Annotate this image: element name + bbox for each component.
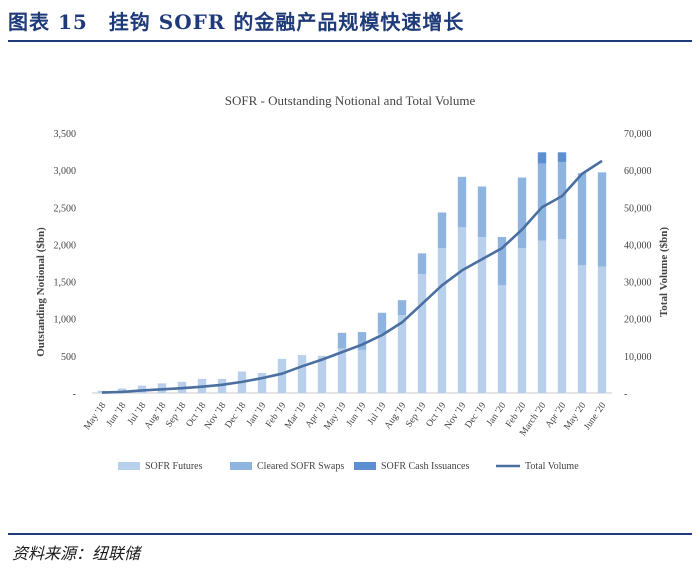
- bar-segment-sofr-futures: [317, 355, 327, 393]
- bars-group: [97, 152, 607, 393]
- bar-segment-sofr-futures: [357, 349, 367, 393]
- y-axis-ticks: 3,500 3,000 2,500 2,000 1,500 1,000 500 -: [54, 129, 77, 400]
- y2-tick-label: 70,000: [624, 129, 652, 140]
- bar-segment-cleared-sofr-swaps: [457, 176, 467, 228]
- y-tick-label: 1,000: [54, 315, 77, 326]
- source-note: 资料来源：纽联储: [12, 544, 141, 563]
- y2-tick-label: 30,000: [624, 278, 652, 289]
- y-tick-label: 2,500: [54, 203, 77, 214]
- bar-segment-sofr-futures: [577, 265, 587, 393]
- bar-segment-sofr-cash-issuances: [537, 152, 547, 164]
- legend-label: SOFR Futures: [145, 461, 203, 472]
- bar-segment-cleared-sofr-swaps: [377, 312, 387, 334]
- bar-segment-sofr-futures: [477, 237, 487, 393]
- y2-tick-label: 50,000: [624, 203, 652, 214]
- y2-tick-label: 10,000: [624, 352, 652, 363]
- bar-segment-cleared-sofr-swaps: [397, 300, 407, 315]
- bar-segment-sofr-futures: [257, 372, 267, 393]
- y2-tick-label: 40,000: [624, 240, 652, 251]
- y2-axis-ticks: 70,000 60,000 50,000 40,000 30,000 20,000 10,0…: [624, 129, 652, 400]
- y-tick-label: -: [73, 389, 76, 400]
- footer-rule: [8, 533, 692, 535]
- x-tick-label: Sep '18: [164, 401, 188, 430]
- bar-segment-sofr-futures: [437, 248, 447, 393]
- x-tick-label: Jun '18: [105, 401, 129, 429]
- bar-segment-cleared-sofr-swaps: [417, 253, 427, 275]
- y-axis-label: Outstanding Notional ($bn): [35, 227, 47, 357]
- legend-label: SOFR Cash Issuances: [381, 461, 469, 472]
- bar-segment-cleared-sofr-swaps: [477, 186, 487, 237]
- x-tick-label: May '18: [82, 401, 108, 432]
- bar-segment-sofr-futures: [497, 285, 507, 393]
- legend-label: Total Volume: [525, 461, 579, 472]
- x-tick-label: Mar '19: [283, 401, 308, 431]
- chart-title: SOFR - Outstanding Notional and Total Vo…: [225, 93, 476, 108]
- bar-segment-sofr-futures: [457, 227, 467, 393]
- volume-line-group: [101, 159, 603, 394]
- bar-segment-cleared-sofr-swaps: [437, 212, 447, 249]
- bar-segment-sofr-futures: [517, 248, 527, 393]
- legend-swatch: [354, 462, 376, 470]
- bar-segment-cleared-sofr-swaps: [337, 332, 347, 349]
- legend-label: Cleared SOFR Swaps: [257, 461, 344, 472]
- x-tick-label: Nov '18: [203, 401, 229, 431]
- y2-tick-label: 20,000: [624, 315, 652, 326]
- bar-segment-sofr-futures: [597, 266, 607, 393]
- total-volume-line: [101, 159, 603, 394]
- legend-swatch: [118, 462, 140, 470]
- bar-segment-sofr-futures: [277, 358, 287, 393]
- x-tick-label: Aug '18: [143, 401, 169, 431]
- legend-swatch: [230, 462, 252, 470]
- bar-segment-sofr-cash-issuances: [557, 152, 567, 162]
- bar-segment-cleared-sofr-swaps: [557, 161, 567, 240]
- x-tick-label: Aug '19: [383, 401, 409, 431]
- bar-segment-sofr-futures: [297, 355, 307, 393]
- bar-segment-sofr-futures: [537, 240, 547, 393]
- legend: SOFR Futures Cleared SOFR Swaps SOFR Cash …: [118, 461, 579, 472]
- x-tick-label: Nov '19: [443, 401, 469, 431]
- bar-segment-cleared-sofr-swaps: [357, 332, 367, 350]
- y2-axis-label: Total Volume ($bn): [658, 227, 670, 317]
- y-tick-label: 1,500: [54, 278, 77, 289]
- x-tick-label: Dec '18: [224, 401, 249, 431]
- bar-segment-cleared-sofr-swaps: [517, 177, 527, 249]
- y-tick-label: 500: [61, 352, 76, 363]
- y-tick-label: 2,000: [54, 240, 77, 251]
- bar-segment-cleared-sofr-swaps: [597, 172, 607, 267]
- bar-segment-cleared-sofr-swaps: [537, 163, 547, 241]
- bar-segment-sofr-futures: [397, 315, 407, 393]
- bar-segment-cleared-sofr-swaps: [497, 237, 507, 286]
- bar-segment-cleared-sofr-swaps: [577, 173, 587, 266]
- y2-tick-label: -: [624, 389, 627, 400]
- title-rule: [8, 40, 692, 42]
- y-tick-label: 3,000: [54, 166, 77, 177]
- x-tick-label: Dec '19: [464, 401, 489, 431]
- bar-segment-sofr-futures: [417, 274, 427, 393]
- bar-segment-sofr-futures: [557, 239, 567, 393]
- x-tick-label: Jun '19: [345, 401, 369, 429]
- figure-title: 图表 15 挂钩 SOFR 的金融产品规模快速增长: [8, 10, 465, 34]
- x-tick-label: Sep '19: [404, 401, 428, 430]
- sofr-chart: SOFR - Outstanding Notional and Total Vo…: [35, 93, 670, 472]
- bar-segment-sofr-futures: [337, 348, 347, 393]
- bar-segment-sofr-futures: [377, 333, 387, 393]
- y2-tick-label: 60,000: [624, 166, 652, 177]
- y-tick-label: 3,500: [54, 129, 77, 140]
